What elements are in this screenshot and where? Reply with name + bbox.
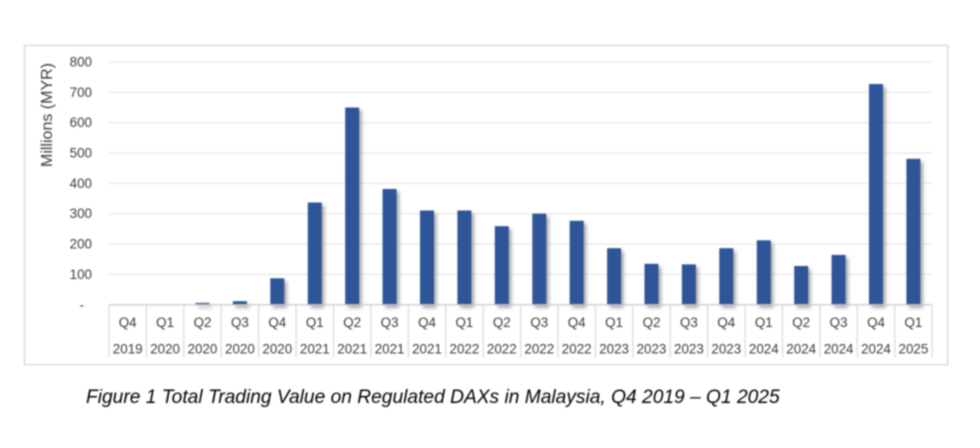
svg-text:800: 800 xyxy=(70,54,92,69)
svg-text:2023: 2023 xyxy=(674,342,704,357)
svg-text:2023: 2023 xyxy=(637,342,667,357)
svg-text:2023: 2023 xyxy=(599,342,629,357)
svg-text:2021: 2021 xyxy=(412,342,442,357)
svg-text:Q3: Q3 xyxy=(530,315,548,330)
svg-text:Figure 1 Total Trading Value o: Figure 1 Total Trading Value on Regulate… xyxy=(86,387,780,408)
svg-text:Q2: Q2 xyxy=(792,315,810,330)
svg-text:2025: 2025 xyxy=(899,342,929,357)
svg-text:Q4: Q4 xyxy=(119,315,137,330)
svg-text:2020: 2020 xyxy=(262,342,292,357)
svg-text:300: 300 xyxy=(70,206,92,221)
svg-text:Q4: Q4 xyxy=(418,315,436,330)
svg-text:Q2: Q2 xyxy=(194,315,212,330)
svg-text:Q1: Q1 xyxy=(156,315,174,330)
svg-text:Q3: Q3 xyxy=(830,315,848,330)
svg-text:2022: 2022 xyxy=(487,342,517,357)
svg-text:Q2: Q2 xyxy=(493,315,511,330)
svg-text:2020: 2020 xyxy=(150,342,180,357)
svg-text:Q1: Q1 xyxy=(605,315,623,330)
svg-text:200: 200 xyxy=(70,237,92,252)
svg-text:Q1: Q1 xyxy=(455,315,473,330)
svg-text:Q1: Q1 xyxy=(306,315,324,330)
svg-text:Q1: Q1 xyxy=(904,315,922,330)
svg-text:2022: 2022 xyxy=(524,342,554,357)
svg-text:Q4: Q4 xyxy=(867,315,885,330)
svg-text:Q4: Q4 xyxy=(568,315,586,330)
svg-text:2024: 2024 xyxy=(824,342,854,357)
svg-text:Q3: Q3 xyxy=(231,315,249,330)
svg-text:2021: 2021 xyxy=(300,342,330,357)
svg-text:2021: 2021 xyxy=(337,342,367,357)
svg-text:2022: 2022 xyxy=(450,342,480,357)
svg-text:Q3: Q3 xyxy=(381,315,399,330)
svg-text:2024: 2024 xyxy=(749,342,779,357)
svg-text:2019: 2019 xyxy=(113,342,143,357)
svg-text:2020: 2020 xyxy=(188,342,218,357)
svg-text:2022: 2022 xyxy=(562,342,592,357)
svg-text:500: 500 xyxy=(70,146,92,161)
svg-text:Q3: Q3 xyxy=(680,315,698,330)
svg-text:Q2: Q2 xyxy=(343,315,361,330)
svg-text:2024: 2024 xyxy=(786,342,816,357)
svg-text:Q4: Q4 xyxy=(717,315,735,330)
svg-text:100: 100 xyxy=(70,267,92,282)
svg-text:600: 600 xyxy=(70,115,92,130)
svg-text:400: 400 xyxy=(70,176,92,191)
svg-text:-: - xyxy=(80,297,84,312)
svg-text:2020: 2020 xyxy=(225,342,255,357)
svg-text:2024: 2024 xyxy=(861,342,891,357)
svg-text:Q4: Q4 xyxy=(268,315,286,330)
svg-text:Millions (MYR): Millions (MYR) xyxy=(39,63,56,167)
svg-text:2023: 2023 xyxy=(711,342,741,357)
svg-text:700: 700 xyxy=(70,85,92,100)
svg-text:Q2: Q2 xyxy=(643,315,661,330)
svg-text:2021: 2021 xyxy=(375,342,405,357)
svg-text:Q1: Q1 xyxy=(755,315,773,330)
